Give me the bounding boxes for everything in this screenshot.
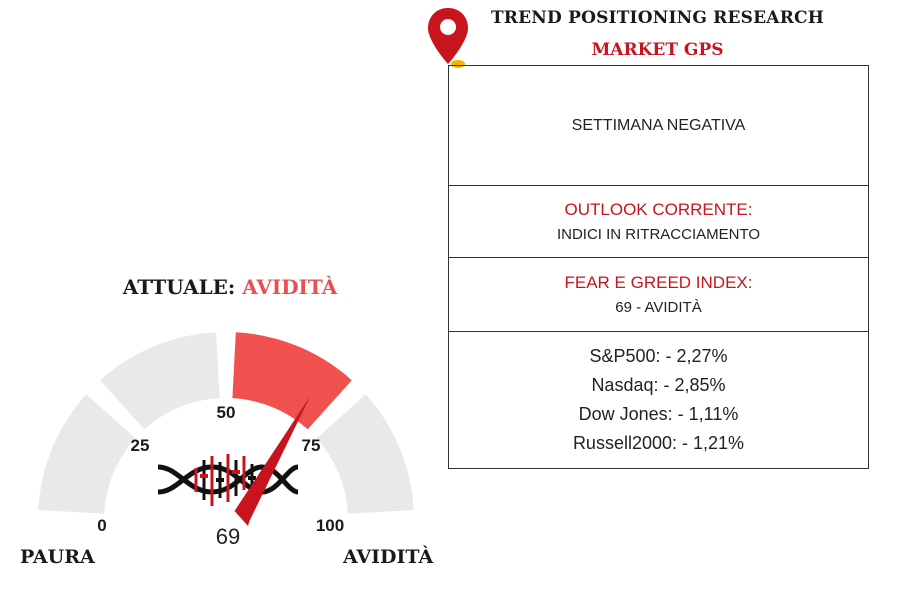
gauge-segment-75-100 xyxy=(316,394,414,514)
gauge-segments xyxy=(38,332,414,514)
map-pin-icon xyxy=(428,8,468,68)
current-state-heading: ATTUALE: AVIDITÀ xyxy=(0,275,460,299)
tick-label-0: 0 xyxy=(97,516,106,535)
indices-cell: S&P500: - 2,27% Nasdaq: - 2,85% Dow Jone… xyxy=(449,332,868,468)
gauge-segment-25-50 xyxy=(100,332,220,430)
index-name: Dow Jones xyxy=(578,404,668,424)
index-row-sp500: S&P500: - 2,27% xyxy=(589,346,728,366)
gauge-segment-50-75 xyxy=(232,332,352,430)
outlook-cell: OUTLOOK CORRENTE: INDICI IN RITRACCIAMEN… xyxy=(449,186,868,258)
week-status-cell: SETTIMANA NEGATIVA xyxy=(449,66,868,186)
gauge-tick-labels: 0 25 50 75 100 xyxy=(97,403,344,535)
outlook-label: OUTLOOK CORRENTE: xyxy=(564,200,753,219)
index-change: - 1,11% xyxy=(677,404,739,424)
dna-chart-icon xyxy=(157,454,299,506)
outlook-value: INDICI IN RITRACCIAMENTO xyxy=(556,226,761,243)
index-change: - 2,27% xyxy=(665,346,728,366)
gauge-value: 69 xyxy=(216,524,240,549)
index-change: - 2,85% xyxy=(663,375,726,395)
index-name: Nasdaq xyxy=(591,375,654,395)
gauge-needle xyxy=(234,395,311,526)
tick-label-25: 25 xyxy=(131,436,150,455)
current-state-value: AVIDITÀ xyxy=(242,275,338,299)
report-title: TREND POSITIONING RESEARCH xyxy=(490,8,825,28)
fear-greed-value: 69 - AVIDITÀ xyxy=(615,299,702,316)
fear-greed-gauge: 0 25 50 75 100 69 xyxy=(38,332,414,549)
week-status: SETTIMANA NEGATIVA xyxy=(571,116,746,134)
gauge-max-label: AVIDITÀ xyxy=(343,546,434,568)
gauge-min-label: PAURA xyxy=(20,546,95,568)
fear-greed-label: FEAR E GREED INDEX: xyxy=(564,273,753,292)
tick-label-75: 75 xyxy=(302,436,321,455)
fear-greed-cell: FEAR E GREED INDEX: 69 - AVIDITÀ xyxy=(449,258,868,332)
index-name: S&P500 xyxy=(589,346,656,366)
report-subtitle: MARKET GPS xyxy=(591,40,724,60)
index-change: - 1,21% xyxy=(682,433,745,453)
tick-label-100: 100 xyxy=(316,516,344,535)
current-state-prefix: ATTUALE: xyxy=(122,275,236,299)
index-row-russell2000: Russell2000: - 1,21% xyxy=(572,433,745,453)
index-row-dow-jones: Dow Jones: - 1,11% xyxy=(578,404,739,424)
tick-label-50: 50 xyxy=(217,403,236,422)
market-summary-panel: SETTIMANA NEGATIVA OUTLOOK CORRENTE: IND… xyxy=(448,65,869,469)
index-name: Russell2000 xyxy=(572,433,672,453)
index-row-nasdaq: Nasdaq: - 2,85% xyxy=(591,375,726,395)
gauge-segment-0-25 xyxy=(38,394,136,514)
